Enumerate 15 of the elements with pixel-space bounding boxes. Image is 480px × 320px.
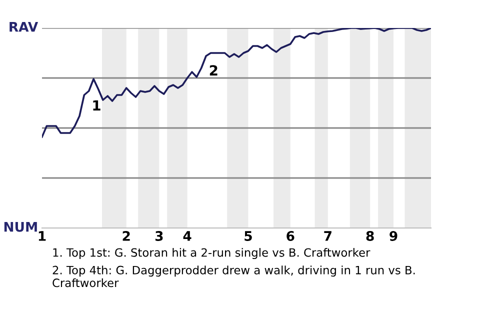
text: RAV (10, 22, 38, 32)
text: 1. Top 1st: G. Storan hit a 2-run single vs B. Craftworker (53, 248, 370, 260)
x-tick-label: 7 (324, 231, 332, 241)
x-tick-label: 9 (390, 231, 398, 241)
annotation: 2 (210, 65, 218, 76)
text: NUM (4, 222, 37, 232)
x-tick-label: 8 (366, 231, 374, 241)
x-tick-label: 6 (286, 231, 294, 241)
x-tick-label: 2 (122, 231, 130, 241)
x-tick-label: 4 (183, 231, 192, 241)
x-tick-label: 5 (244, 231, 252, 241)
x-tick-label: 1 (38, 231, 46, 241)
text: 2. Top 4th: G. Daggerprodder drew a walk, driving in 1 run vs B. Craftworker (52, 266, 415, 288)
annotation: 1 (93, 100, 100, 110)
x-tick-label: 3 (155, 231, 163, 241)
